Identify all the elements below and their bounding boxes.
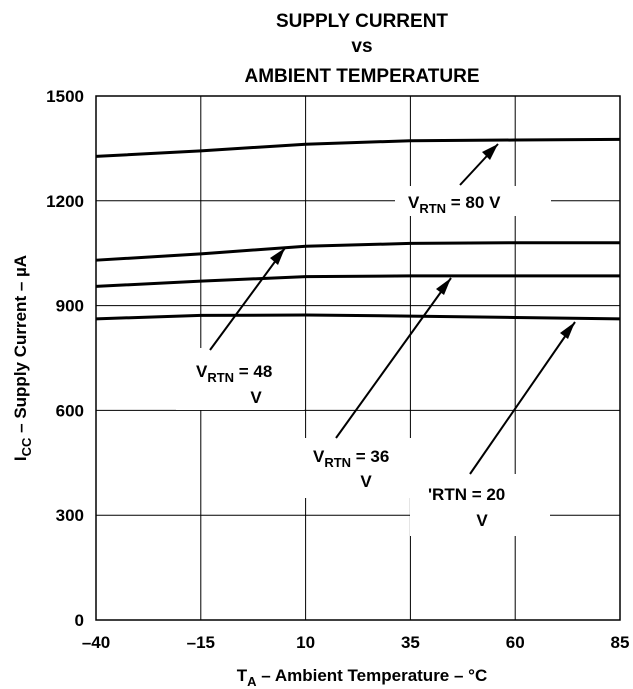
- annotation-48v-label: VRTN = 48: [196, 362, 272, 385]
- y-tick-labels: 0 300 600 900 1200 1500: [46, 87, 84, 630]
- x-tick-label: 85: [611, 633, 630, 652]
- y-tick-label: 1200: [46, 192, 84, 211]
- x-tick-label: 10: [296, 633, 315, 652]
- annotation-20v-unit: V: [476, 511, 488, 530]
- annotation-20v-bg: [410, 474, 550, 536]
- y-tick-label: 600: [56, 401, 84, 420]
- x-axis-label: TA – Ambient Temperature – °C: [237, 666, 487, 689]
- series-line-2: [95, 274, 620, 288]
- grid: [95, 95, 621, 621]
- x-tick-labels: –40 –15 10 35 60 85: [82, 633, 630, 652]
- y-tick-label: 1500: [46, 87, 84, 106]
- chart-title: SUPPLY CURRENT vs AMBIENT TEMPERATURE: [244, 11, 479, 87]
- annotation-80v-label: VRTN = 80 V: [408, 193, 501, 216]
- chart-title-line-1: SUPPLY CURRENT: [276, 11, 448, 32]
- annotation-20v-label: 'RTN = 20: [428, 485, 505, 504]
- series-lines: [95, 137, 621, 321]
- annotation-48v-arrowhead: [270, 248, 285, 265]
- x-tick-label: 60: [506, 633, 525, 652]
- annotation-48v-unit: V: [250, 388, 262, 407]
- y-axis-label: ICC – Supply Current – µA: [11, 255, 34, 461]
- plot-frame: [95, 95, 621, 621]
- series-line-3: [95, 313, 621, 321]
- annotation-48v-bg: [176, 348, 304, 410]
- annotation-36v-label: VRTN = 36: [313, 447, 389, 470]
- chart-title-line-3: AMBIENT TEMPERATURE: [244, 66, 479, 87]
- annotation-36v-unit: V: [360, 472, 372, 491]
- annotation-80v-bg: [395, 186, 551, 216]
- x-tick-label: –40: [82, 633, 110, 652]
- annotation-20v-arrow: [469, 321, 576, 475]
- annotation-80v-arrowhead: [482, 144, 498, 160]
- annotation-36v-arrowhead: [436, 278, 451, 295]
- annotation-48v-arrow: [209, 247, 286, 351]
- annotation-36v-bg: [300, 438, 428, 498]
- x-tick-label: 35: [401, 633, 420, 652]
- annotation-36v-arrow: [335, 277, 452, 439]
- annotation-20v-arrowhead: [560, 322, 575, 339]
- annotations: VRTN = 80 V VRTN = 48 V VRTN = 36 V 'RTN…: [176, 143, 576, 536]
- series-line-1: [95, 241, 620, 262]
- series-line-0: [95, 137, 621, 158]
- x-tick-label: –15: [187, 633, 215, 652]
- chart-title-line-2: vs: [351, 36, 372, 57]
- y-tick-label: 900: [56, 297, 84, 316]
- y-tick-label: 0: [75, 611, 84, 630]
- y-tick-label: 300: [56, 506, 84, 525]
